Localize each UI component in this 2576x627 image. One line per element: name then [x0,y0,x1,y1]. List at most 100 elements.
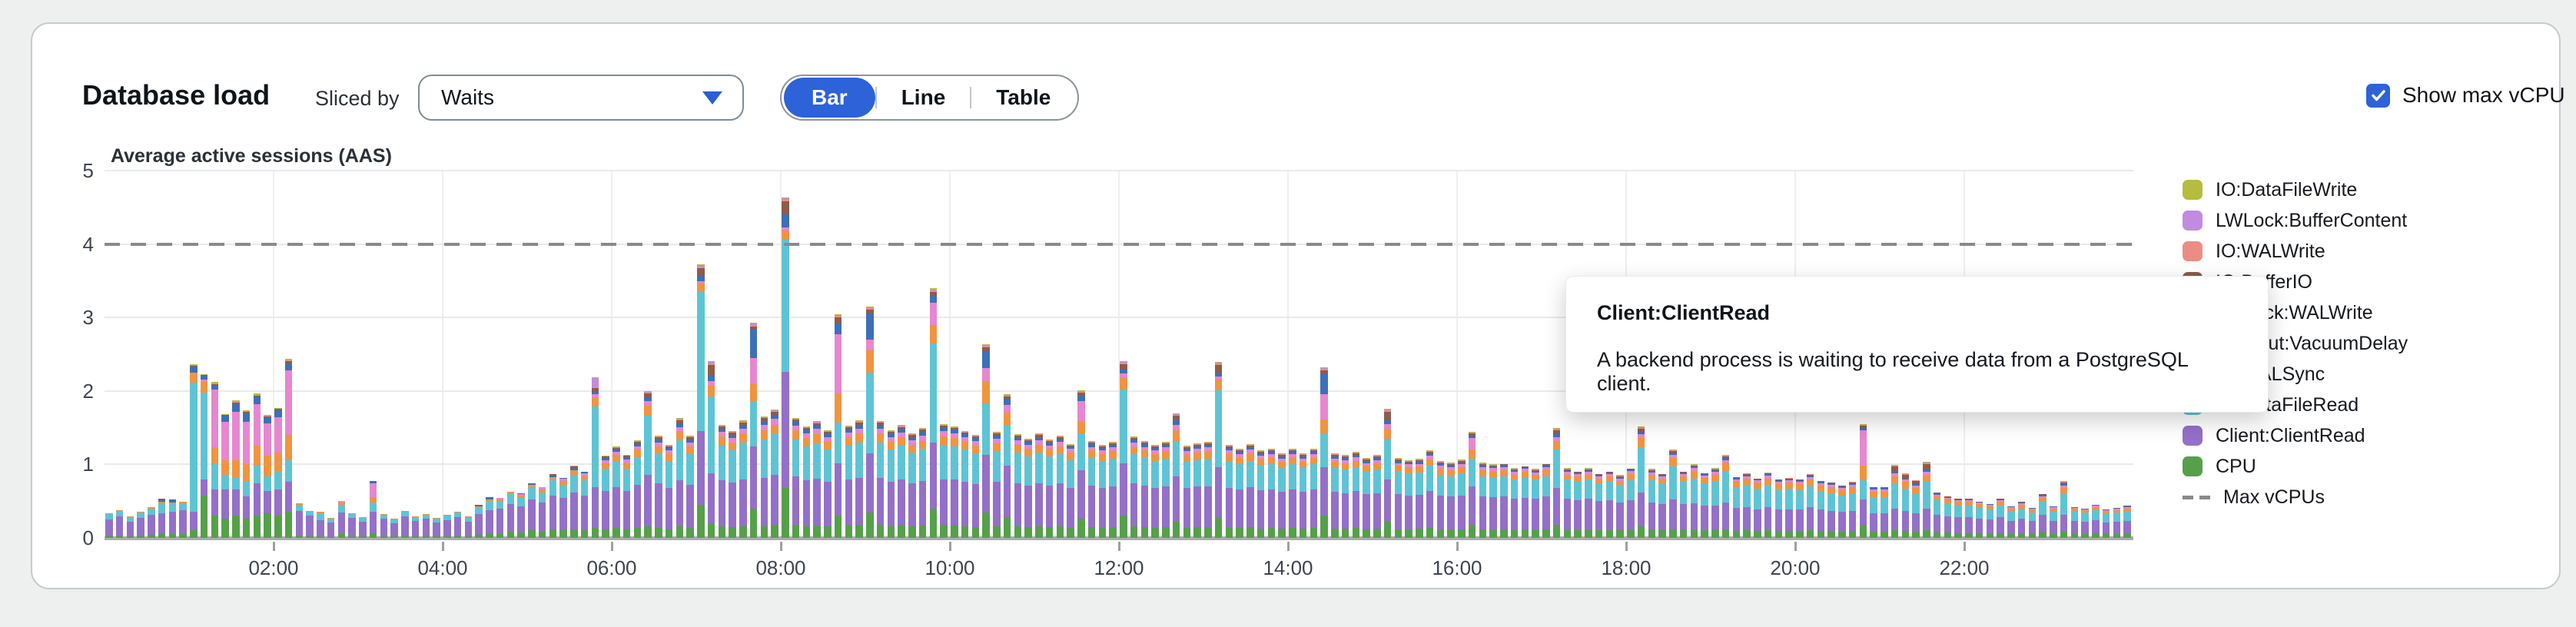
aas-bar[interactable] [612,446,620,538]
aas-bar[interactable] [1690,464,1698,538]
aas-bar[interactable] [284,358,293,538]
aas-bar[interactable] [908,433,916,538]
aas-bar[interactable] [2007,506,2015,538]
aas-bar[interactable] [179,502,187,538]
aas-bar[interactable] [633,440,641,538]
aas-bar[interactable] [940,423,948,538]
aas-bar[interactable] [739,420,747,538]
view-toggle-line[interactable]: Line [901,85,946,109]
aas-bar[interactable] [782,197,789,538]
aas-bar[interactable] [1003,393,1011,538]
aas-bar[interactable] [570,466,578,538]
aas-bar[interactable] [1120,360,1127,538]
aas-bar[interactable] [1669,450,1677,538]
aas-bar[interactable] [242,410,251,538]
aas-bar[interactable] [380,513,387,538]
aas-bar[interactable] [253,393,261,538]
aas-bar[interactable] [211,382,218,538]
aas-bar[interactable] [337,501,345,538]
aas-bar[interactable] [158,499,166,538]
legend-item-Max vCPUs[interactable]: Max vCPUs [2183,482,2408,513]
aas-bar[interactable] [834,314,842,538]
aas-bar[interactable] [1986,504,1993,538]
aas-bar[interactable] [813,420,821,538]
aas-bar[interactable] [264,415,271,538]
aas-bar[interactable] [1416,458,1423,538]
aas-bar[interactable] [2092,505,2100,538]
aas-bar[interactable] [707,360,715,538]
aas-bar[interactable] [1552,427,1561,538]
aas-bar[interactable] [1183,446,1190,538]
aas-bar[interactable] [1827,483,1835,538]
aas-bar[interactable] [1881,487,1888,538]
aas-bar[interactable] [982,343,990,538]
aas-bar[interactable] [1468,432,1476,538]
aas-bar[interactable] [1774,479,1782,538]
view-toggle-table[interactable]: Table [996,85,1051,109]
legend-item-CPU[interactable]: CPU [2183,451,2408,482]
aas-bar[interactable] [1542,464,1550,538]
aas-bar[interactable] [1045,439,1054,538]
aas-bar[interactable] [1014,434,1021,538]
aas-bar[interactable] [580,472,589,538]
aas-bar[interactable] [824,430,832,538]
aas-bar[interactable] [1743,473,1751,538]
aas-bar[interactable] [1796,479,1804,538]
aas-bar[interactable] [1067,443,1074,538]
aas-bar[interactable] [1289,449,1296,538]
aas-bar[interactable] [1701,473,1708,538]
aas-bar[interactable] [665,444,673,538]
aas-bar[interactable] [433,518,440,538]
aas-bar[interactable] [1056,436,1064,538]
aas-bar[interactable] [411,516,420,538]
aas-bar[interactable] [1299,453,1307,538]
aas-bar[interactable] [1532,468,1539,538]
aas-bar[interactable] [1436,461,1444,538]
aas-bar[interactable] [2102,509,2110,538]
aas-bar[interactable] [676,418,683,538]
aas-bar[interactable] [1595,473,1603,538]
aas-bar[interactable] [390,519,398,538]
aas-bar[interactable] [422,513,430,538]
aas-bar[interactable] [1500,464,1508,538]
aas-bar[interactable] [168,499,176,538]
aas-bar[interactable] [190,364,198,538]
show-max-vcpu-checkbox[interactable] [2366,83,2390,108]
aas-bar[interactable] [1754,478,1761,538]
aas-bar[interactable] [855,420,863,538]
aas-bar[interactable] [1785,477,1793,538]
aas-bar[interactable] [602,455,609,538]
aas-bar[interactable] [1627,469,1635,538]
aas-bar[interactable] [496,498,504,538]
aas-bar[interactable] [655,436,662,538]
aas-bar[interactable] [348,513,356,538]
aas-bar[interactable] [1341,454,1349,538]
aas-bar[interactable] [866,306,874,538]
aas-bar[interactable] [506,491,514,538]
aas-bar[interactable] [475,505,483,538]
aas-bar[interactable] [1426,450,1434,538]
aas-bar[interactable] [369,481,377,538]
aas-bar[interactable] [1310,449,1317,538]
aas-bar[interactable] [1838,486,1846,538]
aas-bar[interactable] [464,516,472,538]
aas-bar[interactable] [1405,459,1412,538]
aas-bar[interactable] [1256,450,1265,538]
aas-bar[interactable] [1352,452,1359,538]
aas-bar[interactable] [528,483,536,538]
aas-bar[interactable] [137,511,144,538]
aas-bar[interactable] [2060,481,2068,538]
aas-bar[interactable] [1944,496,1951,538]
aas-bar[interactable] [453,511,462,538]
aas-bar[interactable] [1162,441,1170,538]
aas-bar[interactable] [1954,499,1962,538]
aas-bar[interactable] [1933,492,1941,538]
aas-bar[interactable] [961,431,969,538]
aas-bar[interactable] [1278,453,1286,538]
aas-bar[interactable] [1331,453,1339,538]
aas-bar[interactable] [729,431,736,538]
aas-bar[interactable] [771,409,778,538]
aas-bar[interactable] [1383,408,1392,538]
aas-bar[interactable] [644,390,652,538]
aas-bar[interactable] [1711,468,1719,538]
